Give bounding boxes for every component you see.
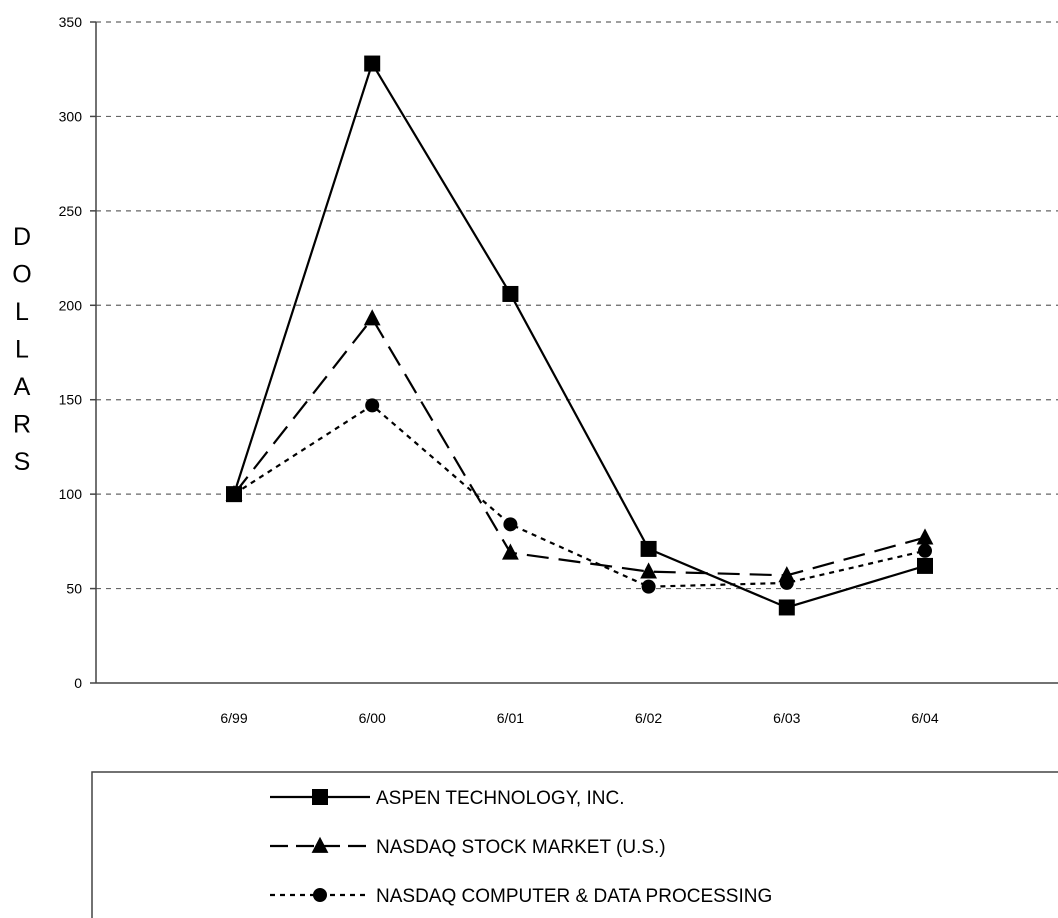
series-1-point-5 bbox=[916, 528, 934, 545]
gridlines bbox=[96, 21, 1058, 590]
series-0-point-1 bbox=[364, 55, 381, 72]
legend-label-0: ASPEN TECHNOLOGY, INC. bbox=[376, 788, 624, 809]
legend-box bbox=[91, 771, 1058, 918]
y-tick-label-250: 250 bbox=[59, 203, 83, 219]
legend-label-1: NASDAQ STOCK MARKET (U.S.) bbox=[376, 837, 666, 858]
y-tick-label-200: 200 bbox=[59, 297, 83, 313]
x-tick-label-1: 6/00 bbox=[359, 710, 386, 726]
series-0-point-4 bbox=[778, 599, 795, 616]
y-tick-label-0: 0 bbox=[74, 675, 82, 691]
series-2-point-2 bbox=[503, 517, 518, 532]
series-group bbox=[225, 55, 934, 616]
series-line-1 bbox=[233, 316, 926, 577]
y-tick-label-50: 50 bbox=[66, 581, 82, 597]
x-tick-label-5: 6/04 bbox=[911, 710, 938, 726]
y-axis-label-letter-0: D bbox=[13, 223, 31, 251]
series-2-point-1 bbox=[365, 398, 380, 413]
x-tick-label-3: 6/02 bbox=[635, 710, 662, 726]
x-tick-label-0: 6/99 bbox=[220, 710, 247, 726]
legend-label-2: NASDAQ COMPUTER & DATA PROCESSING bbox=[376, 886, 772, 907]
x-tick-labels: 6/99 6/00 6/01 6/02 6/03 6/04 bbox=[220, 710, 938, 726]
series-0-point-2 bbox=[502, 285, 519, 302]
y-tick-label-300: 300 bbox=[59, 108, 83, 124]
series-1-point-4 bbox=[778, 566, 796, 583]
y-axis-label-letter-5: R bbox=[13, 411, 31, 439]
series-1 bbox=[225, 309, 934, 583]
y-tick-labels: 0 50 100 150 200 250 300 350 bbox=[59, 14, 83, 691]
series-0-point-5 bbox=[917, 557, 933, 574]
y-tick-label-350: 350 bbox=[59, 14, 83, 30]
y-axis-label-letter-2: L bbox=[15, 298, 29, 326]
series-0-point-0 bbox=[226, 486, 242, 503]
series-2-point-3 bbox=[641, 579, 656, 594]
legend: ASPEN TECHNOLOGY, INC. NASDAQ STOCK MARKE… bbox=[91, 771, 1058, 918]
series-line-0 bbox=[232, 60, 926, 609]
series-1-point-3 bbox=[640, 562, 657, 579]
series-2-point-5 bbox=[918, 543, 932, 558]
x-tick-label-2: 6/01 bbox=[497, 710, 524, 726]
series-0-point-3 bbox=[640, 540, 657, 557]
series-1-point-2 bbox=[502, 543, 519, 560]
legend-marker-0 bbox=[312, 789, 328, 805]
legend-marker-2 bbox=[313, 888, 327, 902]
x-tick-label-4: 6/03 bbox=[773, 710, 800, 726]
y-tick-label-150: 150 bbox=[59, 392, 83, 408]
legend-marker-1 bbox=[311, 836, 329, 853]
series-line-2 bbox=[233, 404, 926, 588]
y-axis-label-letter-6: S bbox=[14, 448, 31, 476]
axes bbox=[90, 21, 1058, 684]
series-0 bbox=[226, 55, 933, 616]
y-axis-label-letter-3: L bbox=[15, 336, 29, 364]
y-axis-label-letter-4: A bbox=[14, 373, 31, 401]
series-1-point-1 bbox=[363, 309, 381, 326]
y-axis-label-letter-1: O bbox=[12, 261, 31, 289]
y-tick-label-100: 100 bbox=[59, 486, 83, 502]
